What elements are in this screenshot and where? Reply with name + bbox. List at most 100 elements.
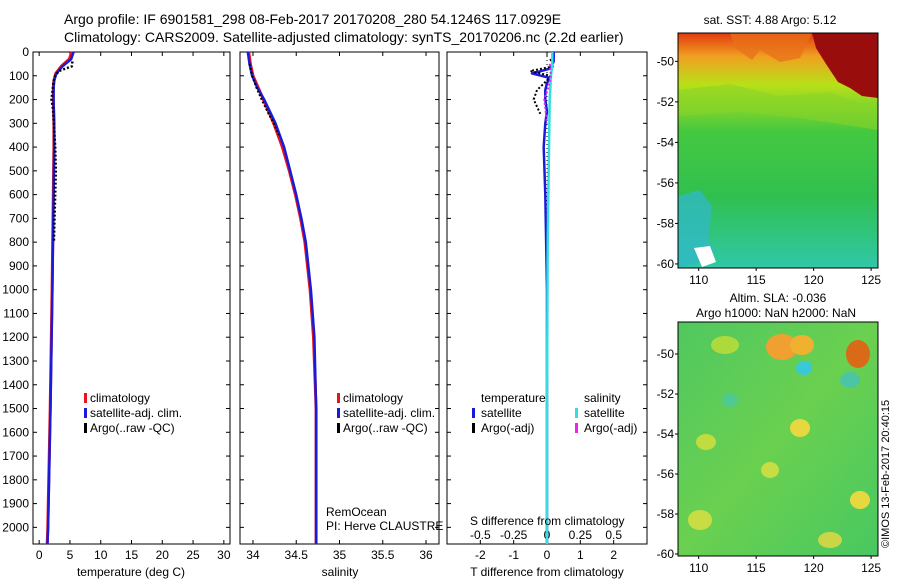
difference-axis-label: T difference from climatology (470, 565, 624, 579)
series-line (248, 63, 280, 136)
y-tick-label: 100 (9, 69, 29, 83)
temperature-chart: 0100200300400500600700800900100011001200… (2, 45, 231, 562)
legend-label-temp-argo: Argo(-adj) (481, 421, 534, 435)
y-tick-label: 0 (22, 45, 29, 59)
y-tick-label: 1000 (2, 283, 29, 297)
legend-swatch-argo (84, 423, 87, 433)
legend-label-sal-satellite: satellite (584, 406, 625, 420)
legend-swatch-climatology (337, 393, 340, 403)
sla-low-anomaly (796, 361, 812, 375)
y-tick-label: 1600 (2, 425, 29, 439)
annotation-project: RemOcean (326, 505, 387, 519)
legend-swatch-argo (337, 423, 340, 433)
y-tick-label: 1500 (2, 402, 29, 416)
legend-swatch-satellite (337, 408, 340, 418)
sla-mid-anomaly (850, 491, 870, 509)
x-tick-label: 20 (156, 548, 170, 562)
x-tick-label: 1 (577, 548, 584, 562)
top-axis-label: S difference from climatology (470, 514, 625, 528)
temperature-panel (32, 51, 231, 545)
map-x-tick-label: 125 (861, 561, 881, 575)
y-tick-label: 2000 (2, 520, 29, 534)
map-y-tick-label: -60 (657, 547, 675, 561)
y-tick-label: 1200 (2, 330, 29, 344)
sla-mid-anomaly (761, 462, 779, 478)
legend-swatch-climatology (84, 393, 87, 403)
y-tick-label: 1800 (2, 473, 29, 487)
legend-header-salinity: salinity (584, 391, 621, 405)
map-y-tick-label: -56 (657, 467, 675, 481)
annotation-pi: PI: Herve CLAUSTRE (326, 519, 443, 533)
top-tick-label: 0.5 (605, 528, 622, 542)
sst-warm-region (678, 33, 812, 62)
difference-chart: -2 -1 0 1 2-0.5 -0.25 0 0.25 0.5 (447, 51, 647, 562)
sla-mid-anomaly (711, 336, 739, 354)
y-tick-label: 700 (9, 211, 29, 225)
top-tick-label: 0.25 (569, 528, 593, 542)
legend-label-sal-argo: Argo(-adj) (584, 421, 637, 435)
legend-label-climatology: climatology (90, 391, 150, 405)
top-tick-label: -0.5 (470, 528, 491, 542)
map-y-tick-label: -58 (657, 507, 675, 521)
sla-map-frame (677, 321, 879, 557)
map-x-tick-label: 110 (689, 273, 708, 287)
imos-credit: ©IMOS 13-Feb-2017 20:40:15 (880, 400, 892, 548)
legend-header-temperature: temperature (481, 391, 546, 405)
sla-mid-anomaly (790, 419, 810, 437)
y-tick-label: 300 (9, 116, 29, 130)
sst-warmest-region (812, 33, 878, 98)
map-x-tick-label: 125 (861, 273, 881, 287)
y-tick-label: 800 (9, 235, 29, 249)
sla-high-anomaly (846, 340, 870, 368)
sla-high-anomaly (790, 335, 814, 355)
legend-swatch-sal-argo (575, 423, 578, 433)
legend-label-temp-satellite: satellite (481, 406, 522, 420)
x-tick-label: 0 (544, 548, 551, 562)
y-tick-label: 500 (9, 164, 29, 178)
y-tick-label: 900 (9, 259, 29, 273)
x-tick-label: 5 (67, 548, 74, 562)
sla-mid-anomaly (818, 532, 842, 548)
temperature-axis-label: temperature (deg C) (77, 565, 185, 579)
legend-swatch-temp-satellite (472, 408, 475, 418)
legend-label-satellite: satellite-adj. clim. (90, 406, 182, 420)
sla-axes: -50 -52 -54 -56 -58 -60 110 115 120 125 (657, 347, 882, 575)
map-y-tick-label: -54 (657, 135, 675, 149)
series-line (543, 63, 552, 124)
sla-mid-anomaly (696, 434, 716, 450)
sst-band (678, 84, 878, 130)
header-title: Argo profile: IF 6901581_298 08-Feb-2017… (64, 11, 562, 27)
x-tick-label: 35.5 (371, 548, 395, 562)
legend-label-satellite: satellite-adj. clim. (343, 406, 435, 420)
x-tick-label: -2 (475, 548, 486, 562)
y-tick-label: 1100 (3, 306, 29, 320)
x-tick-label: 0 (36, 548, 43, 562)
sla-map: Altim. SLA: -0.036 Argo h1000: NaN h2000… (657, 291, 882, 575)
map-x-tick-label: 110 (689, 561, 708, 575)
sst-map-title: sat. SST: 4.88 Argo: 5.12 (704, 13, 837, 27)
map-y-tick-label: -56 (657, 176, 675, 190)
map-y-tick-label: -50 (657, 347, 675, 361)
x-tick-label: 34.5 (285, 548, 309, 562)
x-tick-label: 2 (610, 548, 617, 562)
sla-mid-anomaly (688, 510, 712, 530)
series-line (545, 52, 554, 544)
sst-missing-data (694, 246, 716, 267)
x-tick-label: 10 (94, 548, 108, 562)
map-y-tick-label: -54 (657, 427, 675, 441)
top-tick-label: -0.25 (500, 528, 528, 542)
sst-map: sat. SST: 4.88 Argo: 5.12 -50-52-54-56-5… (657, 13, 882, 287)
sst-axes: -50 -52 -54 -56 -58 -60 110 115 120 125 (657, 54, 882, 287)
sla-map-title: Altim. SLA: -0.036 (730, 291, 827, 305)
y-tick-label: 200 (9, 93, 29, 107)
y-tick-label: 1900 (2, 497, 29, 511)
map-y-tick-label: -52 (657, 95, 675, 109)
salinity-legend: climatology satellite-adj. clim. Argo(..… (326, 391, 443, 533)
temperature-legend: climatology satellite-adj. clim. Argo(..… (84, 391, 182, 435)
salinity-chart: 34 34.5 35 35.5 36 (240, 51, 439, 562)
legend-swatch-sal-satellite (575, 408, 578, 418)
salinity-axis-label: salinity (322, 565, 359, 579)
y-tick-label: 1400 (2, 378, 29, 392)
header-subtitle: Climatology: CARS2009. Satellite-adjuste… (64, 29, 624, 45)
